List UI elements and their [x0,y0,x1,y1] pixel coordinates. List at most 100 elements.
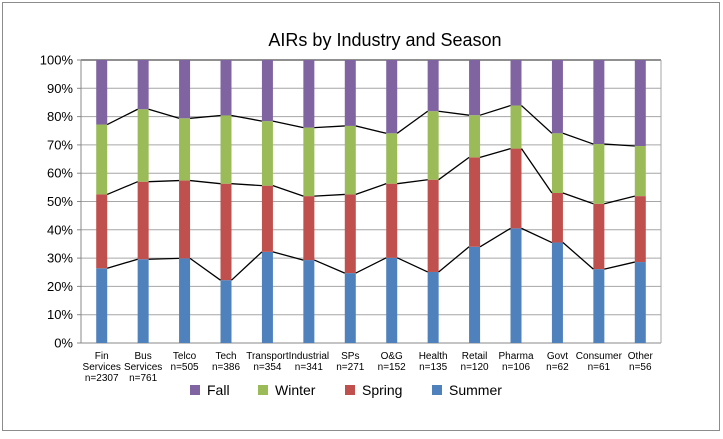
x-tick-count: n=2307 [85,373,119,384]
bar-winter [386,133,398,184]
series-line [189,257,221,281]
bar-fall [386,60,398,134]
y-tick-label: 50% [47,194,73,209]
x-tick-label: Pharma [498,351,533,362]
bar-winter [96,124,108,195]
y-tick-label: 20% [47,279,73,294]
y-tick-label: 10% [47,307,73,322]
x-tick-label: Consumer [576,351,623,362]
bar-fall [344,60,356,126]
legend-swatch-summer [432,385,442,395]
bar-fall [469,60,481,116]
x-tick-label: Bus [135,351,152,362]
legend-swatch-winter [258,385,268,395]
series-line [438,246,470,273]
chart-title: AIRs by Industry and Season [268,30,501,50]
x-tick-label: Other [628,351,654,362]
bar-spring [551,193,563,243]
x-tick-label: O&G [381,351,403,362]
legend-label-spring: Spring [362,382,402,398]
series-line [231,183,262,187]
x-tick-count: n=120 [461,362,490,373]
series-line [106,181,138,196]
legend-label-fall: Fall [207,382,230,398]
y-tick-label: 40% [47,222,73,237]
series-line [314,259,346,274]
bar-summer [551,242,563,343]
bar-summer [634,262,646,343]
x-tick-label: Tech [215,351,236,362]
bar-fall [510,60,522,106]
x-tick-count: n=106 [502,362,531,373]
x-tick-label: Transport [246,351,289,362]
series-line [479,104,511,116]
series-line [106,108,138,126]
legend-label-summer: Summer [449,382,502,398]
bar-winter [344,125,356,195]
legend-label-winter: Winter [275,382,316,398]
series-line [190,179,221,185]
bar-summer [220,280,232,343]
bar-winter [137,109,149,182]
bar-spring [261,185,273,252]
bar-summer [386,257,398,343]
bar-fall [179,60,191,119]
bar-fall [593,60,605,145]
bar-spring [634,196,646,263]
series-line [272,251,304,261]
x-tick-label: Retail [462,351,488,362]
bar-summer [510,228,522,343]
series-line [562,132,594,145]
series-line [520,148,553,194]
bar-summer [96,268,108,343]
series-line [604,195,635,205]
series-line [314,193,345,197]
series-line [107,258,138,269]
x-tick-count: n=62 [546,362,569,373]
legend-swatch-spring [345,385,355,395]
y-tick-label: 80% [47,109,73,124]
series-line [604,143,635,147]
bar-spring [593,203,605,270]
bar-fall [220,60,232,116]
bar-winter [261,121,273,186]
series-line [604,261,635,270]
series-line [272,120,304,129]
series-line [396,110,429,134]
bar-winter [303,127,315,197]
y-tick-label: 30% [47,251,73,266]
x-tick-label: Telco [173,351,197,362]
x-tick-count: n=341 [295,362,324,373]
series-line [479,147,511,158]
x-tick-count: n=152 [378,362,407,373]
x-tick-label: Fin [95,351,109,362]
bar-spring [220,183,232,281]
x-tick-count: n=761 [129,373,158,384]
bar-winter [469,115,481,158]
series-line [355,257,387,274]
bar-spring [427,179,439,272]
series-line [438,110,470,116]
series-line [562,192,594,205]
bar-summer [469,246,481,343]
series-line [314,125,345,129]
bar-winter [593,144,605,204]
series-line [272,185,304,197]
series-line [231,251,263,281]
series-line [521,105,553,134]
bar-summer [303,260,315,343]
x-tick-label: Health [419,351,448,362]
bar-summer [137,259,149,343]
bar-spring [510,148,522,229]
series-line [562,242,594,270]
bar-winter [510,105,522,149]
bar-summer [179,258,191,343]
bar-fall [427,60,439,112]
x-tick-label: Govt [547,351,568,362]
bar-fall [96,60,108,125]
x-tick-count: n=271 [336,362,365,373]
bar-fall [634,60,646,147]
x-tick-count: n=56 [629,362,652,373]
series-line [438,156,470,181]
bar-spring [303,196,315,261]
